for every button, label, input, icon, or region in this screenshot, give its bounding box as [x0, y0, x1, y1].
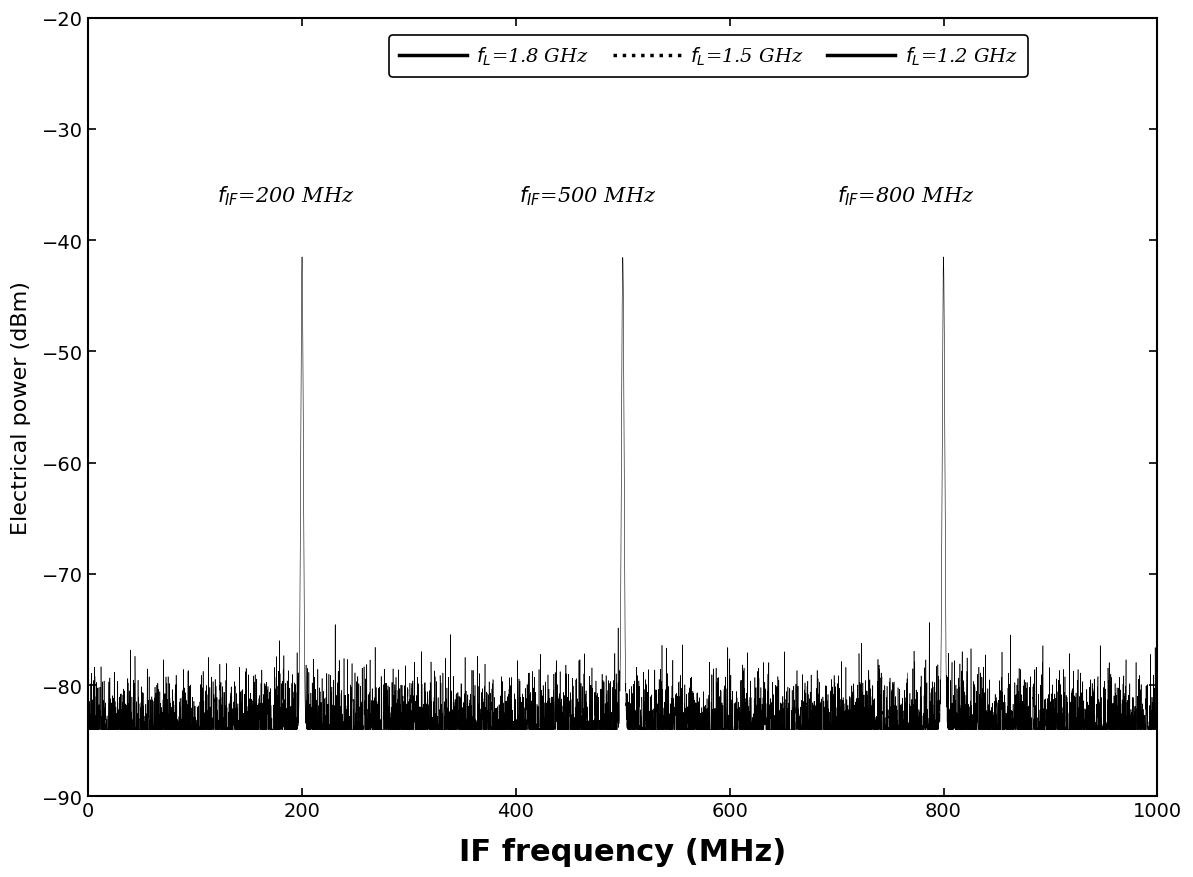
Text: $f_{IF}$=800 MHz: $f_{IF}$=800 MHz [836, 184, 973, 208]
X-axis label: IF frequency (MHz): IF frequency (MHz) [459, 837, 786, 866]
Legend: $f_L$=1.8 GHz, $f_L$=1.5 GHz, $f_L$=1.2 GHz: $f_L$=1.8 GHz, $f_L$=1.5 GHz, $f_L$=1.2 … [389, 36, 1027, 78]
Y-axis label: Electrical power (dBm): Electrical power (dBm) [11, 281, 31, 534]
Text: $f_{IF}$=500 MHz: $f_{IF}$=500 MHz [519, 184, 656, 208]
Text: $f_{IF}$=200 MHz: $f_{IF}$=200 MHz [216, 184, 354, 208]
